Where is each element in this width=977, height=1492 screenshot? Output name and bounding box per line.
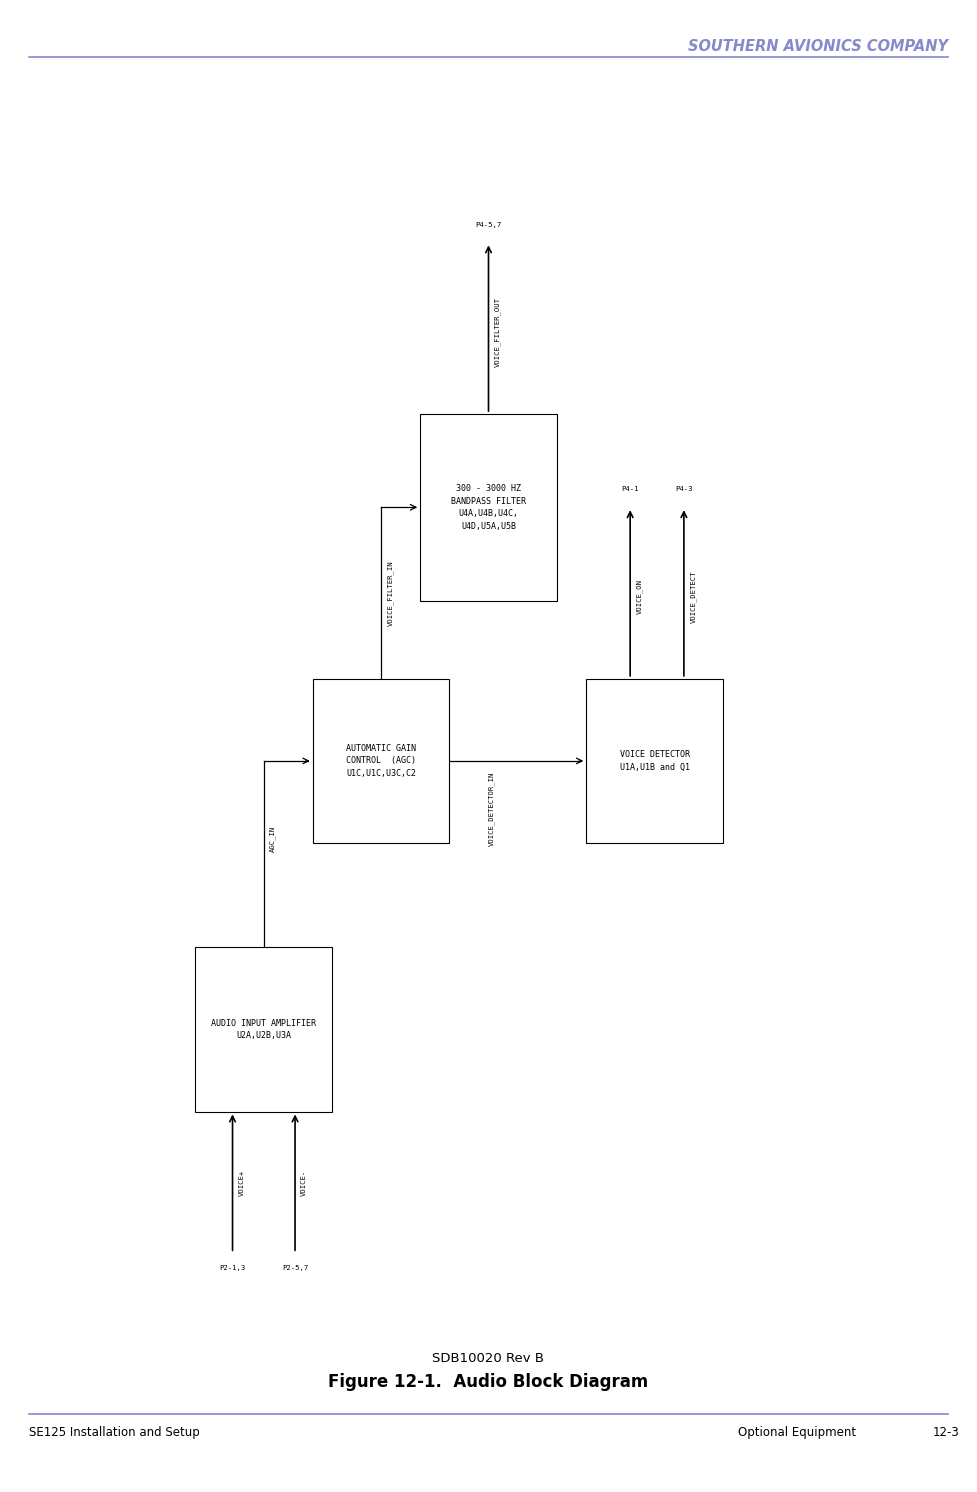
Text: VOICE_DETECTOR_IN: VOICE_DETECTOR_IN: [488, 771, 495, 846]
Text: VOICE_DETECT: VOICE_DETECT: [690, 570, 697, 624]
Bar: [313, 679, 449, 843]
Text: VOICE_ON: VOICE_ON: [636, 579, 643, 615]
Text: AUTOMATIC GAIN
CONTROL  (AGC)
U1C,U1C,U3C,C2: AUTOMATIC GAIN CONTROL (AGC) U1C,U1C,U3C…: [346, 745, 416, 777]
Text: P4-1: P4-1: [621, 486, 639, 492]
Text: 300 - 3000 HZ
BANDPASS FILTER
U4A,U4B,U4C,
U4D,U5A,U5B: 300 - 3000 HZ BANDPASS FILTER U4A,U4B,U4…: [451, 483, 526, 531]
Text: AUDIO INPUT AMPLIFIER
U2A,U2B,U3A: AUDIO INPUT AMPLIFIER U2A,U2B,U3A: [211, 1019, 317, 1040]
Bar: [586, 679, 723, 843]
Text: VOICE_FILTER_OUT: VOICE_FILTER_OUT: [494, 297, 501, 367]
Text: SE125 Installation and Setup: SE125 Installation and Setup: [29, 1426, 200, 1440]
Text: Figure 12-1.  Audio Block Diagram: Figure 12-1. Audio Block Diagram: [328, 1373, 649, 1391]
Text: P2-1,3: P2-1,3: [220, 1265, 245, 1271]
Text: P4-5,7: P4-5,7: [476, 221, 501, 227]
Text: VOICE-: VOICE-: [301, 1170, 307, 1195]
Text: P4-3: P4-3: [675, 486, 693, 492]
Text: 12-3: 12-3: [933, 1426, 959, 1440]
Bar: [420, 413, 557, 600]
Text: VOICE+: VOICE+: [238, 1170, 244, 1195]
Text: VOICE DETECTOR
U1A,U1B and Q1: VOICE DETECTOR U1A,U1B and Q1: [619, 750, 690, 771]
Text: VOICE_FILTER_IN: VOICE_FILTER_IN: [387, 561, 394, 625]
Text: P2-5,7: P2-5,7: [282, 1265, 308, 1271]
Text: SDB10020 Rev B: SDB10020 Rev B: [433, 1352, 544, 1365]
Text: SOUTHERN AVIONICS COMPANY: SOUTHERN AVIONICS COMPANY: [688, 39, 948, 54]
Text: Optional Equipment: Optional Equipment: [738, 1426, 856, 1440]
Bar: [195, 947, 332, 1112]
Text: AGC_IN: AGC_IN: [270, 827, 276, 852]
